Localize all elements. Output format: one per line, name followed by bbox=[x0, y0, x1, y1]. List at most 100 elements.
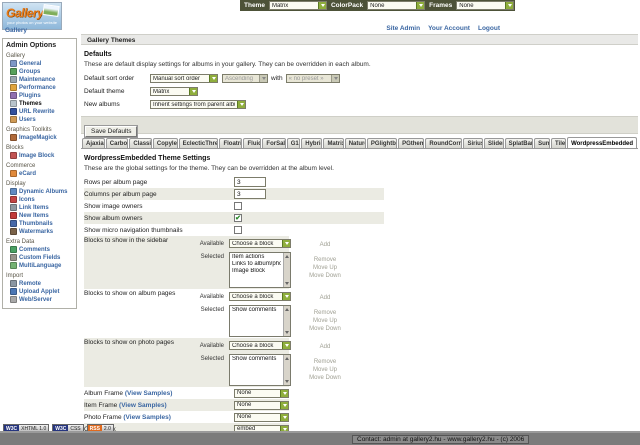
sort-preset-select: « no preset » bbox=[285, 74, 340, 83]
your-account-link[interactable]: Your Account bbox=[428, 25, 470, 32]
photo-blocks-move-down-link[interactable]: Move Down bbox=[309, 375, 341, 381]
sidebar-item-image-block[interactable]: Image Block bbox=[10, 152, 75, 159]
sidebar-blocks-move-up-link[interactable]: Move Up bbox=[312, 265, 337, 271]
tab-roundcorners[interactable]: RoundCorners bbox=[425, 138, 463, 148]
scrollbar[interactable] bbox=[283, 355, 290, 385]
photo-blocks-move-up-link[interactable]: Move Up bbox=[312, 367, 337, 373]
list-item[interactable]: Image Block bbox=[232, 268, 266, 274]
logout-link[interactable]: Logout bbox=[477, 25, 500, 32]
sidebar-item-comments[interactable]: Comments bbox=[10, 246, 75, 253]
album-blocks-move-down-link[interactable]: Move Down bbox=[309, 326, 341, 332]
photo-blocks-add-link[interactable]: Add bbox=[319, 344, 331, 350]
sidebar-item-performance[interactable]: Performance bbox=[10, 84, 75, 91]
default-theme-select[interactable]: Matrix bbox=[150, 87, 198, 96]
photo-frame-view-samples-link[interactable]: (View Samples) bbox=[123, 413, 171, 421]
sidebar-item-remote[interactable]: Remote bbox=[10, 280, 75, 287]
tab-hybrid[interactable]: Hybrid bbox=[301, 138, 323, 148]
rows-per-page-input[interactable] bbox=[234, 177, 266, 187]
photo-frame-select[interactable]: None bbox=[234, 412, 289, 422]
sidebar-blocks-selected-list[interactable]: Item actions Links to album/photo peers … bbox=[229, 252, 291, 288]
sidebar-group-display: Display bbox=[6, 181, 26, 187]
show-album-owners-checkbox[interactable]: ✔ bbox=[234, 214, 242, 222]
item-frame-select[interactable]: None bbox=[234, 400, 289, 410]
new-albums-select[interactable]: Inherit settings from parent album bbox=[150, 100, 246, 109]
list-item[interactable]: Links to album/photo peers bbox=[232, 261, 281, 267]
sidebar-item-web-server[interactable]: Web/Server bbox=[10, 296, 75, 303]
tab-matrix[interactable]: Matrix bbox=[323, 138, 344, 148]
show-micro-nav-checkbox[interactable] bbox=[234, 226, 242, 234]
tab-copyleft[interactable]: Copyleft bbox=[152, 138, 178, 148]
tab-sun[interactable]: Sun bbox=[534, 138, 550, 148]
tab-pglightbox[interactable]: PGlightbox bbox=[366, 138, 398, 148]
sidebar-item-groups[interactable]: Groups bbox=[10, 68, 75, 75]
breadcrumb[interactable]: Gallery bbox=[5, 27, 28, 34]
sidebar-blocks-available-select[interactable]: Choose a block bbox=[229, 239, 291, 248]
site-admin-link[interactable]: Site Admin bbox=[386, 25, 421, 32]
scrollbar[interactable] bbox=[283, 306, 290, 336]
save-defaults-button[interactable]: Save Defaults bbox=[85, 126, 138, 137]
frames-select[interactable]: None bbox=[456, 1, 515, 10]
sidebar-blocks-add-link[interactable]: Add bbox=[319, 242, 331, 248]
sidebar-item-upload-applet[interactable]: Upload Applet bbox=[10, 288, 75, 295]
list-item[interactable]: Show comments bbox=[232, 307, 277, 313]
theme-quick-switch-bar: Theme Matrix ColorPack None Frames None bbox=[240, 0, 516, 11]
sidebar-item-maintenance[interactable]: Maintenance bbox=[10, 76, 75, 83]
tab-pgtheme[interactable]: PGtheme bbox=[398, 138, 425, 148]
tab-floatrix[interactable]: Floatrix bbox=[219, 138, 243, 148]
tab-g1[interactable]: G1 bbox=[286, 138, 301, 148]
theme-select[interactable]: Matrix bbox=[268, 1, 327, 10]
tab-wordpressembedded[interactable]: WordpressEmbedded bbox=[567, 137, 637, 148]
photo-blocks-remove-link[interactable]: Remove bbox=[313, 359, 337, 365]
tab-splatbang[interactable]: SplatBang bbox=[504, 138, 534, 148]
cols-per-page-input[interactable] bbox=[234, 189, 266, 199]
show-image-owners-row: Show image owners bbox=[84, 200, 384, 212]
tab-classic[interactable]: Classic bbox=[129, 138, 152, 148]
show-micro-nav-row: Show micro navigation thumbnails bbox=[84, 224, 384, 236]
item-frame-view-samples-link[interactable]: (View Samples) bbox=[119, 401, 167, 409]
sidebar-item-themes[interactable]: Themes bbox=[10, 100, 75, 107]
sidebar-item-custom-fields[interactable]: Custom Fields bbox=[10, 254, 75, 261]
sidebar-blocks-remove-link[interactable]: Remove bbox=[313, 257, 337, 263]
tab-eclecticthreads[interactable]: EclecticThreads bbox=[178, 138, 219, 148]
sidebar-item-dynamic-albums[interactable]: Dynamic Albums bbox=[10, 188, 75, 195]
album-frame-select[interactable]: None bbox=[234, 388, 289, 398]
photo-blocks-selected-list[interactable]: Show comments bbox=[229, 354, 291, 386]
sidebar-item-icons[interactable]: Icons bbox=[10, 196, 75, 203]
album-blocks-move-up-link[interactable]: Move Up bbox=[312, 318, 337, 324]
sidebar-item-multilanguage[interactable]: MultiLanguage bbox=[10, 262, 75, 269]
album-blocks-selected-list[interactable]: Show comments bbox=[229, 305, 291, 337]
default-sort-order-select[interactable]: Manual sort order bbox=[150, 74, 218, 83]
sidebar-item-thumbnails[interactable]: Thumbnails bbox=[10, 220, 75, 227]
list-item[interactable]: Item actions bbox=[232, 254, 265, 260]
sidebar-item-watermarks[interactable]: Watermarks bbox=[10, 228, 75, 235]
chevron-down-icon bbox=[317, 2, 326, 9]
sidebar-item-users[interactable]: Users bbox=[10, 116, 75, 123]
tab-ajaxian[interactable]: Ajaxian bbox=[82, 138, 105, 148]
tab-nature[interactable]: Nature bbox=[344, 138, 366, 148]
custom-fields-icon bbox=[10, 254, 17, 261]
scrollbar[interactable] bbox=[283, 253, 290, 287]
album-frame-view-samples-link[interactable]: (View Samples) bbox=[124, 389, 173, 397]
sidebar-item-ecard[interactable]: eCard bbox=[10, 170, 75, 177]
show-image-owners-checkbox[interactable] bbox=[234, 202, 242, 210]
sidebar-item-url-rewrite[interactable]: URL Rewrite bbox=[10, 108, 75, 115]
gallery-logo[interactable]: Gallery your photos on your website bbox=[2, 2, 62, 30]
photo-blocks-available-select[interactable]: Choose a block bbox=[229, 341, 291, 350]
tab-tile[interactable]: Tile bbox=[550, 138, 567, 148]
sidebar-item-general[interactable]: General bbox=[10, 60, 75, 67]
sidebar-item-imagemagick[interactable]: ImageMagick bbox=[10, 134, 75, 141]
colorpack-select[interactable]: None bbox=[367, 1, 426, 10]
album-blocks-remove-link[interactable]: Remove bbox=[313, 310, 337, 316]
album-blocks-add-link[interactable]: Add bbox=[319, 295, 331, 301]
album-blocks-available-select[interactable]: Choose a block bbox=[229, 292, 291, 301]
tab-sirius[interactable]: Sirius bbox=[463, 138, 483, 148]
sidebar-item-plugins[interactable]: Plugins bbox=[10, 92, 75, 99]
tab-fluid[interactable]: Fluid bbox=[243, 138, 262, 148]
sidebar-blocks-move-down-link[interactable]: Move Down bbox=[309, 273, 341, 279]
list-item[interactable]: Show comments bbox=[232, 356, 277, 362]
sidebar-item-link-items[interactable]: Link Items bbox=[10, 204, 75, 211]
tab-forsale[interactable]: ForSale bbox=[262, 138, 286, 148]
sidebar-item-new-items[interactable]: New Items bbox=[10, 212, 75, 219]
tab-carbon[interactable]: Carbon bbox=[105, 138, 129, 148]
tab-slider[interactable]: Slider bbox=[484, 138, 504, 148]
